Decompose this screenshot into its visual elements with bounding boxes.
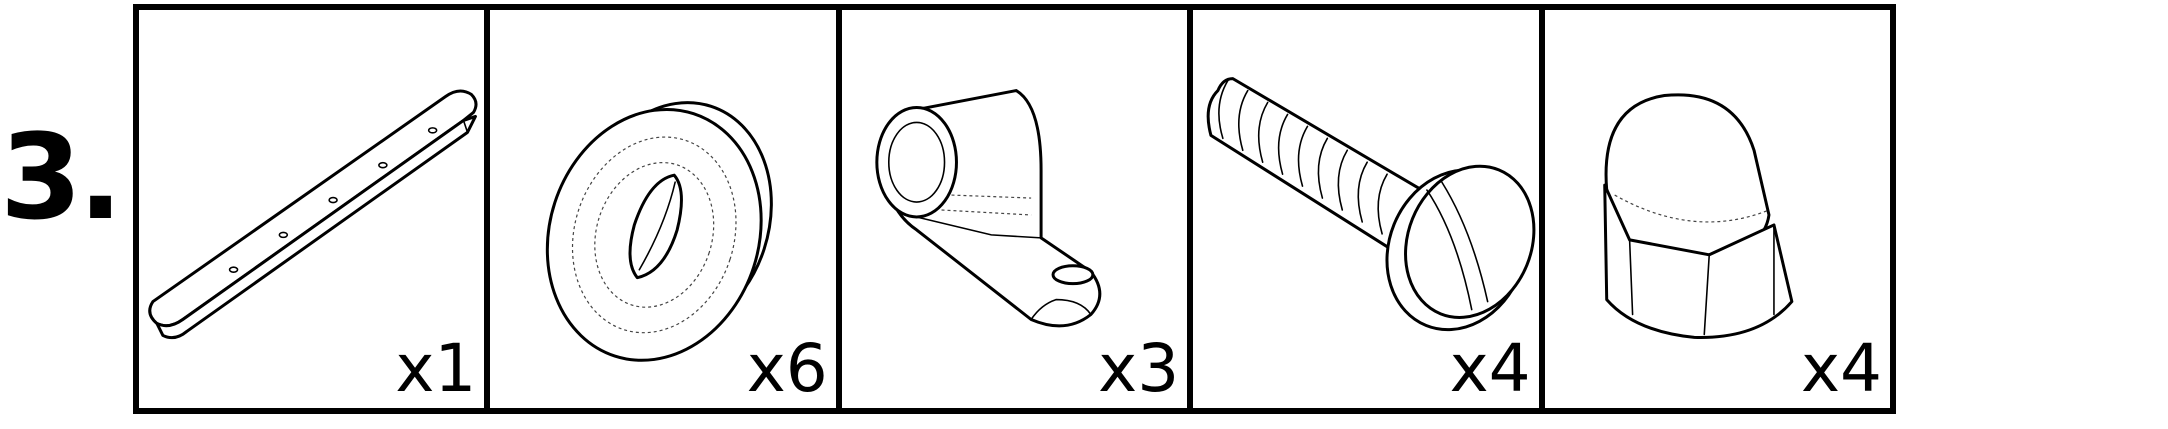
part-cell-slotted-bar: x1 [139,10,484,408]
grommet-icon [546,101,774,362]
flat-bar-icon [148,89,478,340]
part-cell-slotted-screw: x4 [1187,10,1538,408]
quantity-label: x1 [395,330,477,407]
quantity-label: x4 [1449,330,1531,407]
cable-clamp-icon [875,89,1102,328]
quantity-label: x6 [746,330,828,407]
part-cell-acorn-nut: x4 [1538,10,1890,408]
quantity-label: x4 [1800,330,1883,407]
acorn-nut-icon [1602,93,1793,339]
part-cell-rubber-grommet: x6 [484,10,835,408]
step-number: 3. [0,108,123,246]
screw-icon [1206,77,1536,332]
quantity-label: x3 [1098,330,1180,407]
part-cell-cable-clamp: x3 [835,10,1187,408]
parts-panel: x1 x6 x3 [133,4,1896,414]
